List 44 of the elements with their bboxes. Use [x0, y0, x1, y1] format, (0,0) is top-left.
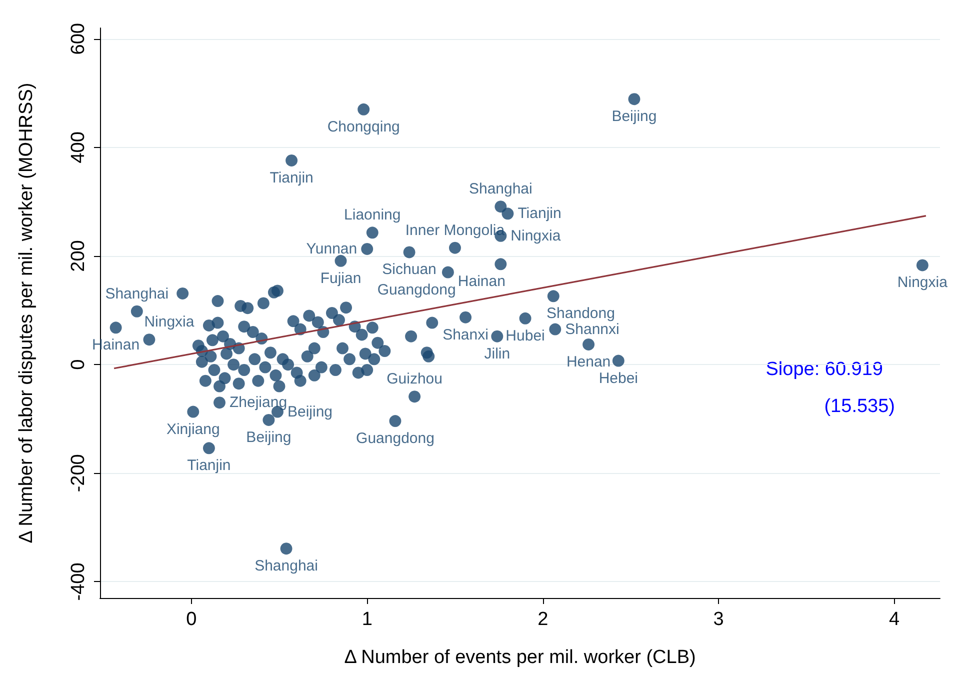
data-label: Beijing: [287, 403, 333, 420]
y-tick-label: -200: [68, 454, 89, 492]
x-tick-label: 2: [538, 609, 548, 630]
data-label: Guangdong: [377, 281, 456, 298]
data-label: Guizhou: [386, 370, 442, 388]
data-label: Hubei: [506, 327, 545, 344]
data-label: Tianjin: [518, 205, 562, 222]
x-tick-label: 0: [186, 609, 197, 630]
data-label: Sichuan: [382, 261, 436, 278]
data-label: Shannxi: [565, 320, 620, 338]
x-axis-title: Δ Number of events per mil. worker (CLB): [344, 647, 696, 668]
data-label: Shanghai: [254, 558, 318, 575]
data-label: Xinjiang: [166, 420, 220, 438]
y-tick-label: -400: [68, 562, 89, 601]
y-tick-label: 600: [68, 23, 89, 55]
data-label: Shanghai: [468, 180, 532, 198]
x-tick-label: 4: [889, 609, 900, 630]
data-label: Yunnan: [306, 240, 358, 258]
y-tick-label: 400: [68, 132, 89, 164]
data-label: Ningxia: [510, 227, 562, 244]
data-label: Shanxi: [442, 326, 488, 344]
data-label: Tianjin: [270, 169, 314, 186]
data-label: Jilin: [484, 345, 510, 362]
x-tick-label: 1: [362, 609, 372, 630]
y-tick-label: 200: [68, 240, 89, 272]
data-label: Chongqing: [327, 118, 400, 136]
data-label: Ningxia: [144, 314, 195, 331]
data-label: Hebei: [598, 370, 638, 387]
data-label: Shanghai: [105, 285, 169, 302]
data-label: Shandong: [546, 305, 615, 322]
data-label: Fujian: [320, 270, 362, 287]
y-axis-title: Δ Number of labor disputes per mil. worker (MOHRSS): [16, 82, 37, 544]
data-label: Ningxia: [897, 274, 948, 292]
data-label: Beijing: [246, 428, 292, 446]
annotation: (15.535): [824, 396, 896, 417]
data-label: Beijing: [612, 108, 657, 126]
data-label: Tianjin: [187, 457, 231, 474]
data-label: Hainan: [458, 273, 506, 290]
y-tick-label: 0: [68, 359, 89, 370]
data-label: Zhejiang: [230, 394, 288, 412]
data-label: Henan: [566, 353, 611, 370]
data-label: Guangdong: [356, 430, 434, 448]
x-tick-label: 3: [713, 609, 724, 630]
data-label: Liaoning: [344, 206, 401, 224]
